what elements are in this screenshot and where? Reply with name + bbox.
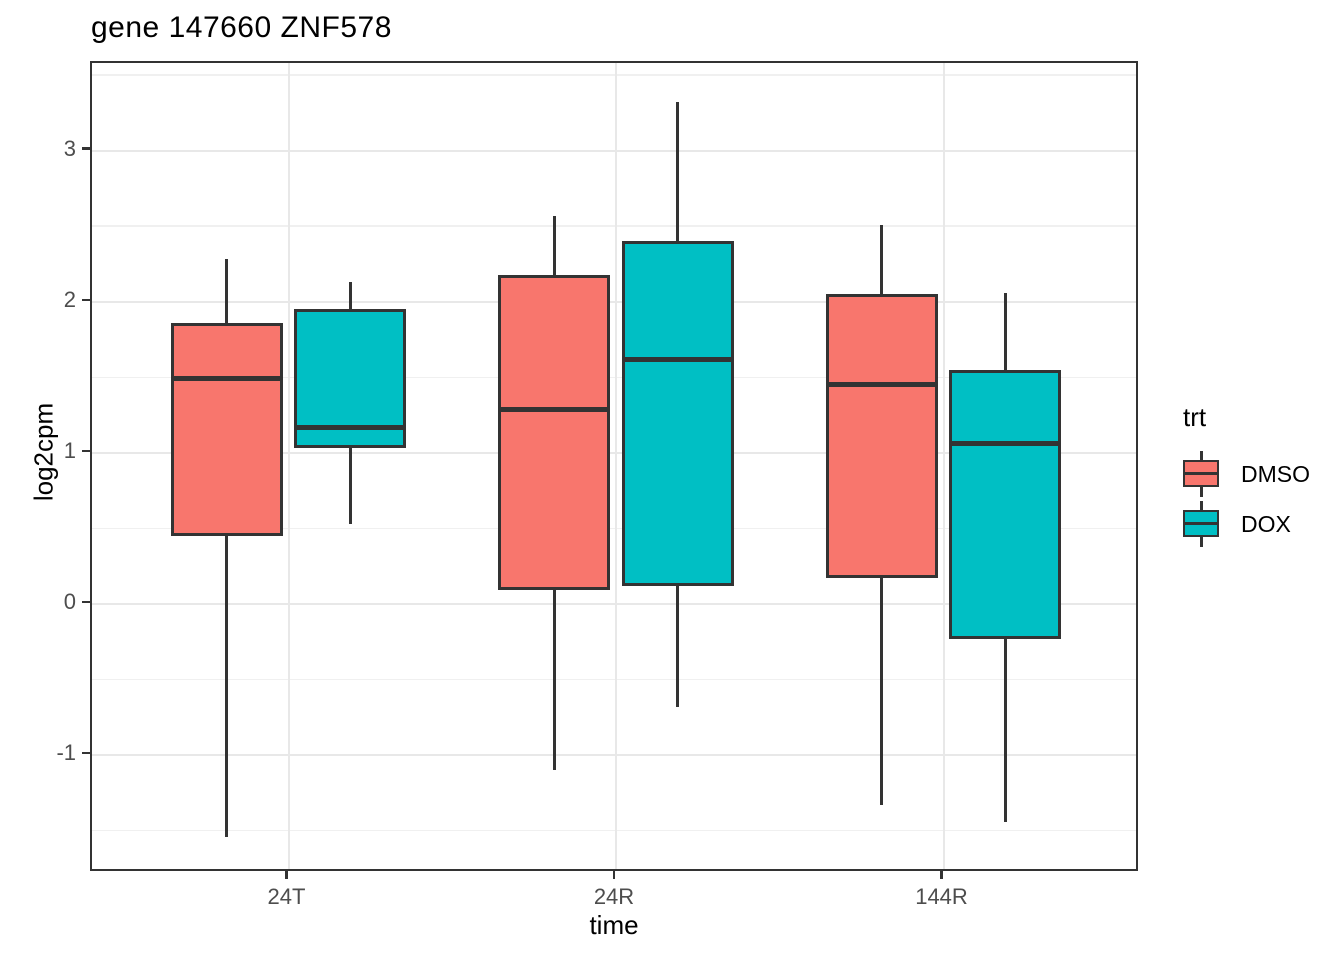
x-tick-label: 144R xyxy=(915,884,968,909)
y-tick-label: 2 xyxy=(63,286,76,312)
gridline-major xyxy=(92,603,1136,605)
plot-panel xyxy=(90,61,1138,871)
y-tick-label: 3 xyxy=(63,135,76,161)
median-dmso-144R xyxy=(825,382,938,388)
gridline-minor xyxy=(92,376,1136,379)
y-tick-mark xyxy=(82,298,90,302)
legend-title: trt xyxy=(1183,402,1207,432)
x-tick-mark xyxy=(285,871,288,879)
legend-item-dmso: DMSO xyxy=(1183,449,1310,499)
x-tick-label: 24R xyxy=(593,884,635,909)
y-tick-label: 0 xyxy=(63,589,76,614)
gridline-major xyxy=(92,451,1136,454)
median-dmso-24R xyxy=(498,406,611,412)
median-dox-24T xyxy=(294,424,407,430)
legend-key-median xyxy=(1183,471,1219,475)
legend-items: DMSO DOX xyxy=(1183,449,1310,549)
box-dox-24R xyxy=(621,241,734,586)
legend-key-glyph-dox xyxy=(1183,501,1219,547)
legend-key-median xyxy=(1183,521,1219,525)
whisker-dmso-24T xyxy=(225,259,229,837)
legend-label: DMSO xyxy=(1241,460,1310,487)
box-dmso-144R xyxy=(825,294,938,579)
gridline-minor xyxy=(92,74,1136,76)
y-axis-label: log2cpm xyxy=(28,402,59,502)
y-tick-label: -1 xyxy=(56,740,76,766)
box-dox-144R xyxy=(949,369,1062,639)
y-tick-mark xyxy=(82,600,90,604)
legend-key-glyph-dmso xyxy=(1183,451,1219,497)
y-tick-label: 1 xyxy=(63,437,76,463)
box-dmso-24T xyxy=(170,322,283,536)
y-tick-mark xyxy=(82,751,90,755)
gridline-minor xyxy=(92,225,1136,227)
y-tick-mark xyxy=(82,449,90,453)
legend-label: DOX xyxy=(1241,510,1291,537)
x-axis-label: time xyxy=(589,910,639,940)
gridline-minor xyxy=(92,829,1136,832)
gridline-major-vertical xyxy=(942,63,945,869)
gridline-major xyxy=(92,300,1136,303)
median-dox-144R xyxy=(949,441,1062,447)
gridline-minor xyxy=(92,678,1136,681)
gridline-major-vertical xyxy=(287,63,290,869)
legend-item-dox: DOX xyxy=(1183,499,1310,549)
x-tick-mark xyxy=(940,871,943,879)
x-tick-label: 24T xyxy=(267,884,306,909)
chart-title: gene 147660 ZNF578 xyxy=(91,11,392,44)
gridline-major xyxy=(92,149,1136,152)
gridline-major-vertical xyxy=(615,63,617,869)
gridline-major xyxy=(92,754,1136,757)
median-dmso-24T xyxy=(170,376,283,382)
gridline-minor xyxy=(92,527,1136,530)
legend: trt DMSO DOX xyxy=(1183,402,1310,549)
box-dmso-24R xyxy=(498,274,611,591)
median-dox-24R xyxy=(621,356,734,362)
x-tick-mark xyxy=(612,871,616,879)
y-tick-mark xyxy=(82,147,90,150)
